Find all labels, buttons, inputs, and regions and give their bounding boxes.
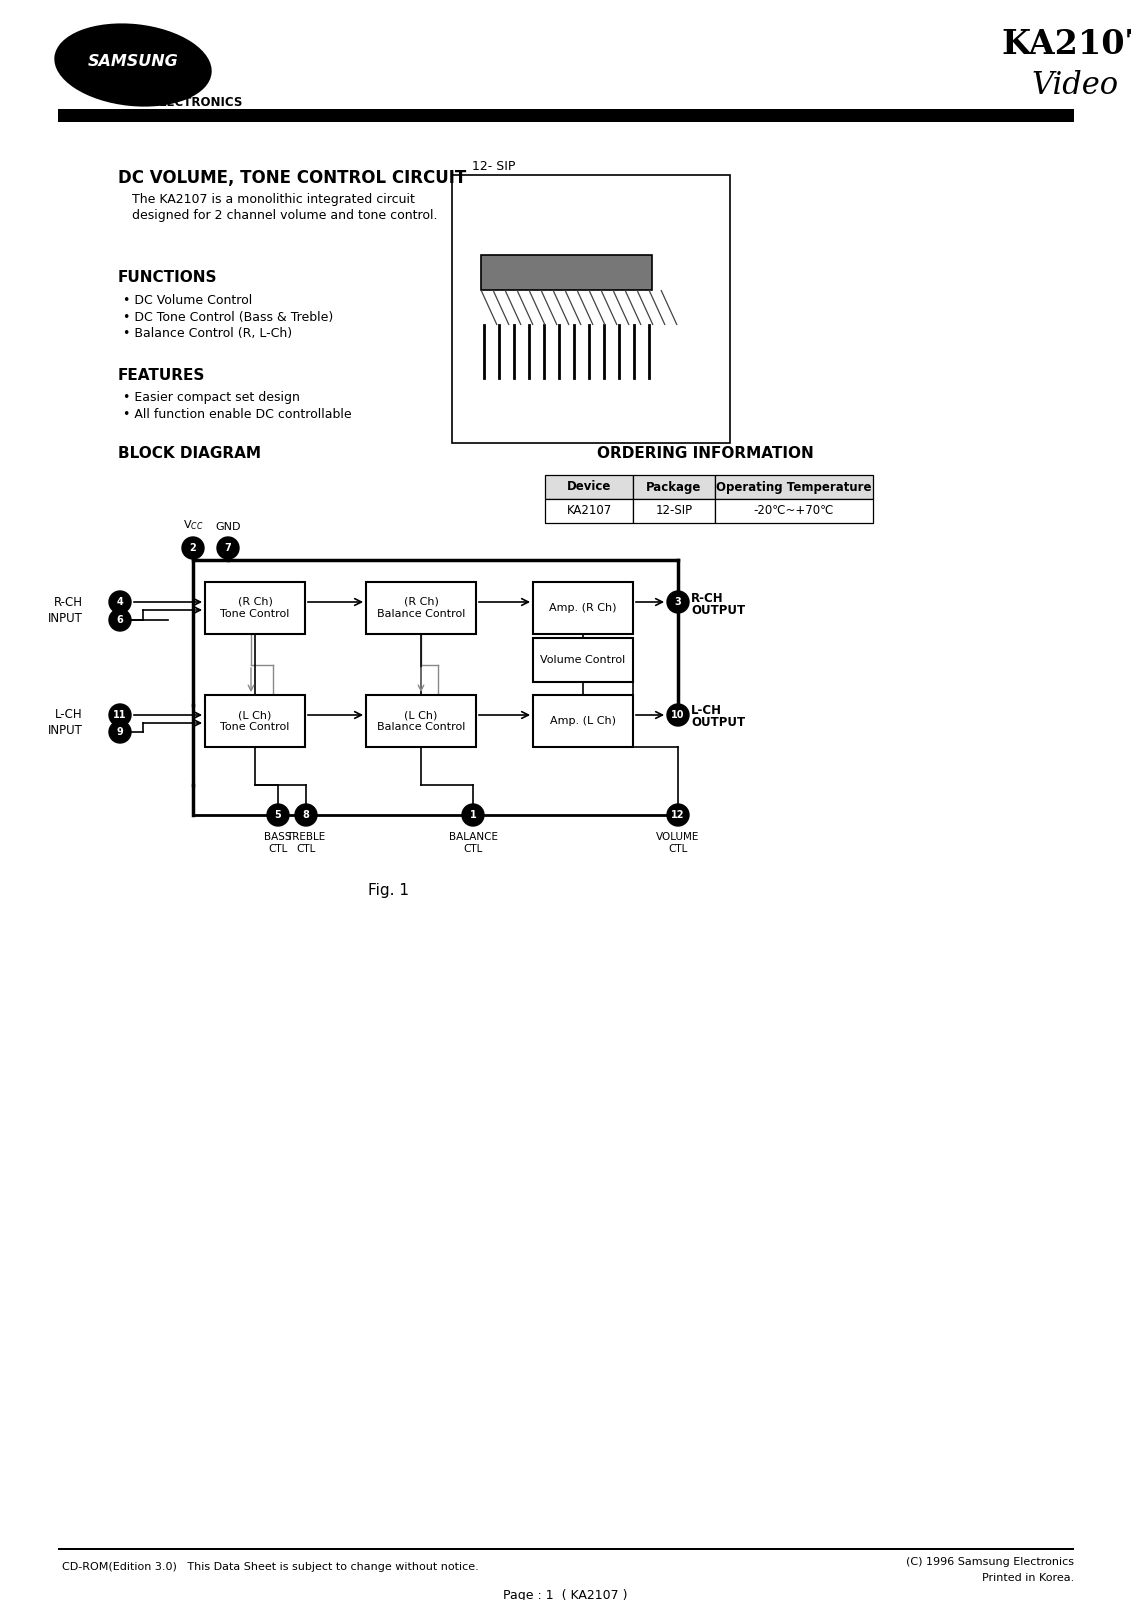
Circle shape [667,803,689,826]
Text: 11: 11 [113,710,127,720]
Circle shape [461,803,484,826]
Bar [58,109,1074,122]
Bar [545,499,633,523]
Text: (L Ch): (L Ch) [239,710,271,720]
Text: Balance Control: Balance Control [377,722,465,733]
Bar [633,499,715,523]
Text: Balance Control: Balance Control [377,610,465,619]
Text: Video: Video [1031,70,1119,101]
Text: 5: 5 [275,810,282,819]
Text: 8: 8 [303,810,310,819]
Circle shape [182,538,204,558]
Text: INPUT: INPUT [49,723,83,736]
Text: CTL: CTL [668,845,688,854]
Bar [366,582,476,634]
Circle shape [267,803,290,826]
Bar [545,475,633,499]
Bar [366,694,476,747]
Bar [633,475,715,499]
Text: Tone Control: Tone Control [221,722,290,733]
Text: BALANCE: BALANCE [449,832,498,842]
Text: (C) 1996 Samsung Electronics: (C) 1996 Samsung Electronics [906,1557,1074,1566]
Text: L-CH: L-CH [55,709,83,722]
Text: (R Ch): (R Ch) [238,597,273,606]
Circle shape [217,538,239,558]
Bar [205,694,305,747]
Text: 12: 12 [672,810,684,819]
Bar [205,582,305,634]
Text: Amp. (L Ch): Amp. (L Ch) [550,717,616,726]
Circle shape [109,590,131,613]
Bar [533,582,633,634]
Text: FEATURES: FEATURES [118,368,206,382]
Text: L-CH: L-CH [691,704,722,717]
Text: 1: 1 [469,810,476,819]
Text: 12-SIP: 12-SIP [656,504,692,517]
Text: Fig. 1: Fig. 1 [368,883,408,898]
Text: KA2107: KA2107 [1002,27,1131,61]
Text: The KA2107 is a monolithic integrated circuit: The KA2107 is a monolithic integrated ci… [132,194,415,206]
Text: 2: 2 [190,542,197,554]
Text: designed for 2 channel volume and tone control.: designed for 2 channel volume and tone c… [132,210,438,222]
Circle shape [109,704,131,726]
Circle shape [667,590,689,613]
Text: CTL: CTL [268,845,287,854]
Bar [715,499,873,523]
Text: • DC Tone Control (Bass & Treble): • DC Tone Control (Bass & Treble) [123,310,334,323]
Circle shape [109,610,131,630]
Text: FUNCTIONS: FUNCTIONS [118,270,217,285]
Text: R-CH: R-CH [691,592,724,605]
Text: OUTPUT: OUTPUT [691,717,745,730]
Text: 9: 9 [116,726,123,738]
Text: -20℃~+70℃: -20℃~+70℃ [754,504,835,517]
Text: Package: Package [646,480,701,493]
Text: 6: 6 [116,614,123,626]
Text: OUTPUT: OUTPUT [691,603,745,616]
Text: BLOCK DIAGRAM: BLOCK DIAGRAM [118,445,261,461]
Circle shape [667,704,689,726]
Text: 10: 10 [672,710,684,720]
Text: CTL: CTL [464,845,483,854]
Text: VOLUME: VOLUME [656,832,700,842]
Text: (L Ch): (L Ch) [404,710,438,720]
Text: KA2107: KA2107 [567,504,612,517]
Text: (R Ch): (R Ch) [404,597,439,606]
Ellipse shape [54,24,211,107]
Text: 12- SIP: 12- SIP [472,160,516,173]
Text: SAMSUNG: SAMSUNG [87,54,179,69]
Text: • Balance Control (R, L-Ch): • Balance Control (R, L-Ch) [123,328,292,341]
Text: Volume Control: Volume Control [541,654,625,666]
Bar [533,638,633,682]
Text: Printed in Korea.: Printed in Korea. [982,1573,1074,1582]
Text: Device: Device [567,480,611,493]
Bar [481,254,651,290]
Text: • All function enable DC controllable: • All function enable DC controllable [123,408,352,421]
Text: Operating Temperature: Operating Temperature [716,480,872,493]
Bar [58,1549,1074,1550]
Text: CD-ROM(Edition 3.0)   This Data Sheet is subject to change without notice.: CD-ROM(Edition 3.0) This Data Sheet is s… [62,1562,478,1571]
Text: ELECTRONICS: ELECTRONICS [153,96,243,109]
Bar [715,475,873,499]
Text: TREBLE: TREBLE [286,832,326,842]
Text: GND: GND [215,522,241,531]
Text: • DC Volume Control: • DC Volume Control [123,293,252,307]
Text: DC VOLUME, TONE CONTROL CIRCUIT: DC VOLUME, TONE CONTROL CIRCUIT [118,170,466,187]
Text: 3: 3 [674,597,681,606]
Text: Tone Control: Tone Control [221,610,290,619]
Circle shape [295,803,317,826]
Text: Amp. (R Ch): Amp. (R Ch) [550,603,616,613]
Bar [452,174,729,443]
Text: CTL: CTL [296,845,316,854]
Text: ORDERING INFORMATION: ORDERING INFORMATION [597,445,813,461]
Text: INPUT: INPUT [49,611,83,624]
Text: 4: 4 [116,597,123,606]
Text: V$_{CC}$: V$_{CC}$ [183,518,204,531]
Text: 7: 7 [225,542,232,554]
Text: • Easier compact set design: • Easier compact set design [123,390,300,403]
Circle shape [109,722,131,742]
Text: BASS: BASS [265,832,292,842]
Bar [533,694,633,747]
Text: Page : 1  ( KA2107 ): Page : 1 ( KA2107 ) [503,1589,628,1600]
Text: R-CH: R-CH [54,595,83,608]
